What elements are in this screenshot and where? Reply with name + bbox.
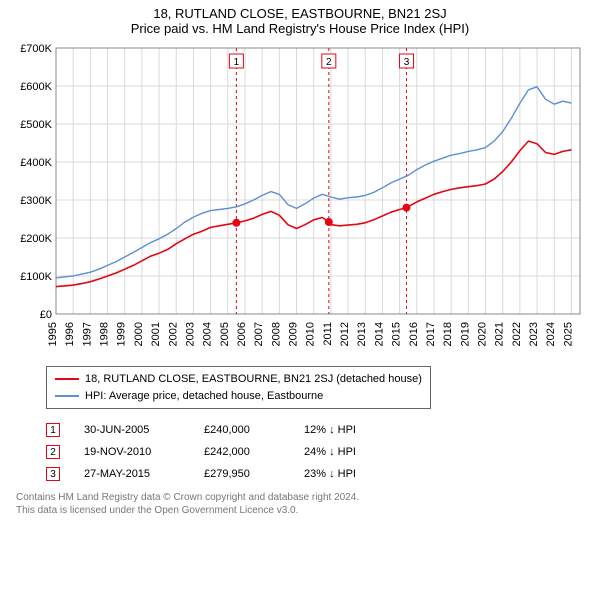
legend-swatch <box>55 378 79 380</box>
legend-swatch <box>55 395 79 397</box>
svg-text:£200K: £200K <box>20 233 52 245</box>
title-block: 18, RUTLAND CLOSE, EASTBOURNE, BN21 2SJ … <box>10 6 590 36</box>
svg-text:2013: 2013 <box>356 322 368 346</box>
svg-text:2000: 2000 <box>133 322 145 346</box>
svg-text:£700K: £700K <box>20 43 52 55</box>
svg-text:2002: 2002 <box>167 322 179 346</box>
svg-text:2: 2 <box>326 57 332 68</box>
svg-text:2010: 2010 <box>305 322 317 346</box>
svg-text:1996: 1996 <box>64 322 76 346</box>
svg-text:£400K: £400K <box>20 157 52 169</box>
svg-text:£600K: £600K <box>20 81 52 93</box>
svg-text:2023: 2023 <box>528 322 540 346</box>
sales-marker: 3 <box>46 467 60 481</box>
sales-date: 27-MAY-2015 <box>84 468 204 480</box>
svg-text:2014: 2014 <box>373 322 385 346</box>
svg-text:1997: 1997 <box>81 322 93 346</box>
line-chart-svg: £0 £100K £200K £300K £400K £500K £600K £700K 199… <box>10 40 590 360</box>
sales-row: 3 27-MAY-2015£279,95023% ↓ HPI <box>46 463 590 485</box>
svg-text:1999: 1999 <box>116 322 128 346</box>
svg-text:1995: 1995 <box>47 322 59 346</box>
sales-price: £242,000 <box>204 446 304 458</box>
legend: 18, RUTLAND CLOSE, EASTBOURNE, BN21 2SJ … <box>46 366 431 409</box>
svg-text:2009: 2009 <box>288 322 300 346</box>
chart-area: £0 £100K £200K £300K £400K £500K £600K £700K 199… <box>10 40 590 360</box>
svg-text:2012: 2012 <box>339 322 351 346</box>
svg-text:2025: 2025 <box>562 322 574 346</box>
sales-row: 2 19-NOV-2010£242,00024% ↓ HPI <box>46 441 590 463</box>
legend-item: 18, RUTLAND CLOSE, EASTBOURNE, BN21 2SJ … <box>55 371 422 388</box>
sales-price: £240,000 <box>204 424 304 436</box>
svg-text:2022: 2022 <box>511 322 523 346</box>
svg-text:2016: 2016 <box>408 322 420 346</box>
footer-line-1: Contains HM Land Registry data © Crown c… <box>16 491 590 504</box>
sales-marker: 1 <box>46 423 60 437</box>
svg-text:£100K: £100K <box>20 271 52 283</box>
sales-diff: 12% ↓ HPI <box>304 424 424 436</box>
svg-text:2006: 2006 <box>236 322 248 346</box>
svg-text:2015: 2015 <box>391 322 403 346</box>
chart-container: 18, RUTLAND CLOSE, EASTBOURNE, BN21 2SJ … <box>0 0 600 523</box>
svg-text:2019: 2019 <box>459 322 471 346</box>
svg-text:2011: 2011 <box>322 322 334 346</box>
footer-line-2: This data is licensed under the Open Gov… <box>16 504 590 517</box>
legend-label: 18, RUTLAND CLOSE, EASTBOURNE, BN21 2SJ … <box>85 371 422 388</box>
svg-text:3: 3 <box>404 57 410 68</box>
legend-label: HPI: Average price, detached house, East… <box>85 388 323 405</box>
sales-diff: 24% ↓ HPI <box>304 446 424 458</box>
svg-text:2003: 2003 <box>184 322 196 346</box>
svg-text:£500K: £500K <box>20 119 52 131</box>
legend-item: HPI: Average price, detached house, East… <box>55 388 422 405</box>
svg-text:£0: £0 <box>40 309 52 321</box>
svg-text:1: 1 <box>234 57 240 68</box>
svg-text:2001: 2001 <box>150 322 162 346</box>
sales-diff: 23% ↓ HPI <box>304 468 424 480</box>
title-line-2: Price paid vs. HM Land Registry's House … <box>10 21 590 36</box>
svg-text:2018: 2018 <box>442 322 454 346</box>
sales-row: 1 30-JUN-2005£240,00012% ↓ HPI <box>46 419 590 441</box>
sales-marker: 2 <box>46 445 60 459</box>
svg-text:2008: 2008 <box>270 322 282 346</box>
svg-text:2020: 2020 <box>477 322 489 346</box>
svg-text:2017: 2017 <box>425 322 437 346</box>
svg-text:1998: 1998 <box>99 322 111 346</box>
svg-text:2024: 2024 <box>545 322 557 346</box>
sales-date: 19-NOV-2010 <box>84 446 204 458</box>
title-line-1: 18, RUTLAND CLOSE, EASTBOURNE, BN21 2SJ <box>10 6 590 21</box>
svg-text:2004: 2004 <box>202 322 214 346</box>
sales-date: 30-JUN-2005 <box>84 424 204 436</box>
sales-table: 1 30-JUN-2005£240,00012% ↓ HPI 2 19-NOV-201… <box>46 419 590 485</box>
svg-text:2021: 2021 <box>494 322 506 346</box>
sales-price: £279,950 <box>204 468 304 480</box>
svg-text:2005: 2005 <box>219 322 231 346</box>
svg-text:£300K: £300K <box>20 195 52 207</box>
svg-text:2007: 2007 <box>253 322 265 346</box>
footer-note: Contains HM Land Registry data © Crown c… <box>16 491 590 517</box>
